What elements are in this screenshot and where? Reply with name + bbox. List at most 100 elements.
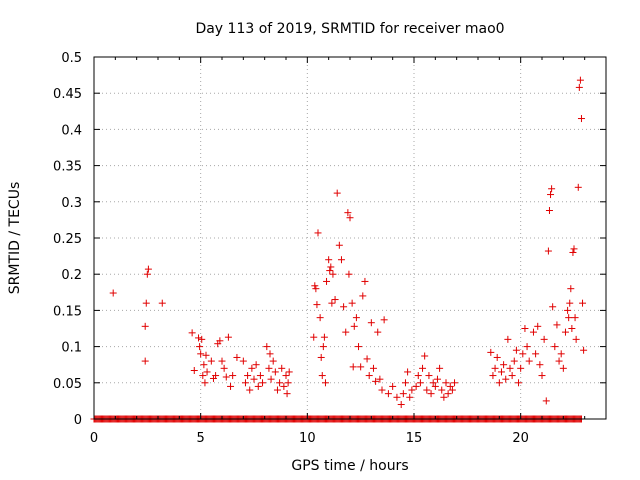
data-point: [158, 299, 166, 307]
data-point: [271, 368, 279, 376]
data-point: [346, 214, 354, 222]
data-point: [451, 379, 459, 387]
data-point: [567, 285, 575, 293]
data-point: [280, 382, 288, 390]
data-point: [427, 390, 435, 398]
data-point: [421, 352, 429, 360]
data-point: [313, 301, 321, 309]
y-axis-title: SRMTID / TECUs: [7, 182, 23, 295]
data-point: [508, 372, 516, 380]
data-point: [419, 364, 427, 372]
data-point: [376, 375, 384, 383]
data-point: [555, 357, 563, 365]
data-point: [575, 83, 583, 91]
data-point: [532, 350, 540, 358]
data-point: [340, 303, 348, 311]
data-point: [254, 382, 262, 390]
data-point: [500, 361, 508, 369]
data-point: [444, 390, 452, 398]
data-point: [273, 386, 281, 394]
data-point: [438, 386, 446, 394]
data-point: [357, 363, 365, 371]
data-point: [195, 334, 203, 342]
data-point: [319, 343, 327, 351]
data-point: [143, 270, 151, 278]
data-point: [568, 325, 576, 332]
data-point: [412, 382, 420, 390]
data-point: [493, 353, 501, 361]
data-point: [203, 368, 211, 376]
data-point: [352, 314, 360, 322]
data-point: [199, 372, 207, 380]
data-point: [218, 357, 226, 365]
data-point: [491, 364, 499, 372]
data-point: [265, 364, 273, 372]
data-point: [414, 372, 422, 380]
data-point: [329, 270, 337, 278]
y-tick-label: 0.05: [53, 377, 82, 392]
data-point: [372, 377, 380, 385]
data-point: [202, 351, 210, 359]
data-point: [369, 364, 377, 372]
data-point: [542, 397, 550, 405]
data-point: [244, 372, 252, 380]
x-tick-label: 10: [299, 431, 316, 446]
data-point: [201, 379, 209, 387]
data-point: [263, 343, 271, 351]
data-point: [197, 350, 205, 358]
y-tick-label: 0.2: [61, 268, 82, 283]
data-point: [566, 299, 574, 307]
data-point: [510, 357, 518, 365]
axis-ticks: [93, 56, 606, 420]
data-point: [349, 363, 357, 371]
data-point: [259, 379, 267, 387]
data-point: [333, 189, 341, 197]
data-point: [310, 333, 318, 341]
data-point: [220, 364, 228, 372]
data-point: [489, 372, 497, 380]
data-point: [252, 361, 260, 369]
data-point: [495, 379, 503, 387]
data-point: [512, 346, 520, 354]
data-point: [363, 355, 371, 363]
x-tick-label: 20: [512, 431, 529, 446]
x-tick-label: 15: [406, 431, 423, 446]
data-point: [534, 322, 542, 330]
y-tick-label: 0.15: [53, 304, 82, 319]
data-point: [216, 337, 224, 345]
data-point: [284, 379, 292, 387]
data-point: [559, 364, 567, 372]
data-point: [521, 325, 529, 332]
data-point: [497, 368, 505, 376]
data-point: [569, 248, 577, 256]
data-points: [109, 76, 588, 409]
data-point: [239, 357, 247, 365]
data-point: [571, 314, 579, 322]
data-point: [323, 277, 331, 285]
data-point: [198, 335, 206, 343]
data-point: [109, 289, 117, 297]
data-point: [266, 350, 274, 358]
y-tick-labels: 0 0.05 0.1 0.15 0.2 0.25 0.3 0.35 0.4 0.45 0.5: [53, 51, 82, 428]
data-point: [348, 299, 356, 307]
grid-lines: [94, 57, 606, 419]
data-point: [229, 372, 237, 380]
data-point: [142, 299, 150, 307]
y-tick-label: 0.5: [61, 51, 82, 66]
data-point: [406, 393, 414, 401]
data-point: [425, 372, 433, 380]
data-point: [233, 353, 241, 361]
y-tick-label: 0.1: [61, 341, 82, 356]
data-point: [574, 183, 582, 191]
data-point: [222, 373, 230, 381]
data-point: [506, 364, 514, 372]
y-tick-label: 0.35: [53, 160, 82, 175]
data-point: [431, 382, 439, 390]
data-point: [378, 386, 386, 394]
data-point: [547, 191, 555, 199]
data-point: [416, 379, 424, 387]
data-point: [207, 357, 215, 365]
data-point: [487, 348, 495, 356]
data-point: [408, 386, 416, 394]
data-point: [365, 372, 373, 380]
